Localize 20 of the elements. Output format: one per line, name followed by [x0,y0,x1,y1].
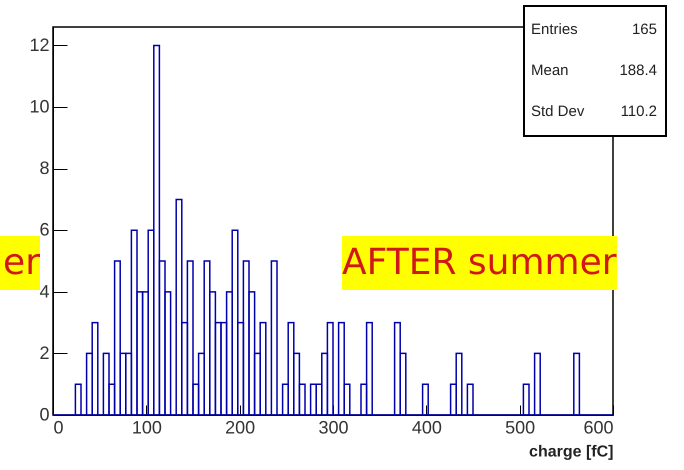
text: Entries 165 [531,21,657,38]
text: Std Dev 110.2 [531,103,657,120]
x-tick-label: 200 [225,418,256,438]
x-tick-label: 0 [54,418,64,438]
x-axis-title: charge [fC] [529,444,614,460]
y-tick-label: 2 [39,342,50,363]
x-tick-label: 500 [505,418,536,438]
y-tick-label: 0 [39,404,50,424]
text: Mean 188.4 [531,62,657,79]
y-tick-label: 6 [39,220,50,240]
x-tick-label: 400 [412,418,442,438]
x-tick-label: 600 [583,418,614,438]
y-tick-label: 10 [29,96,50,117]
y-tick-label: 12 [29,34,50,55]
text: er [0,236,40,290]
y-tick-label: 4 [39,281,50,302]
y-tick-label: 8 [39,158,50,178]
x-tick-label: 100 [132,418,162,438]
x-tick-label: 300 [318,418,349,438]
annotation: AFTER summer [342,236,617,290]
